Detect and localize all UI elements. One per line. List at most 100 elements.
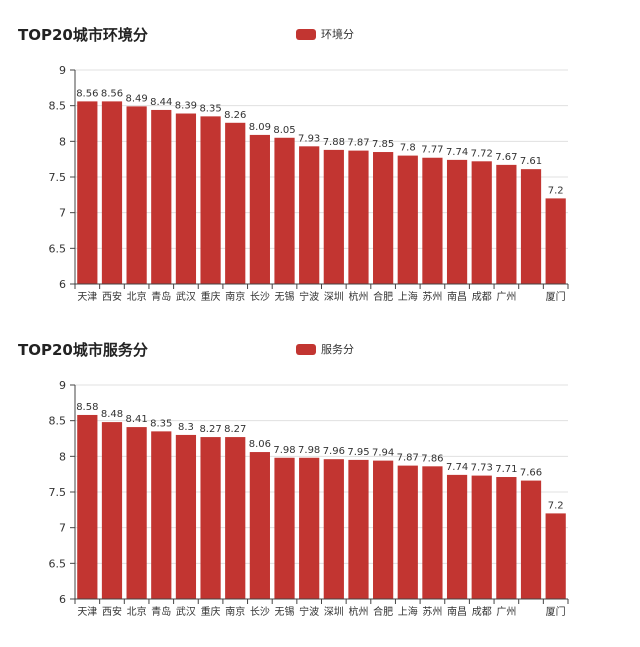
data-label: 8.41 (125, 414, 147, 425)
y-tick-label: 6.5 (49, 557, 67, 570)
y-tick-label: 7.5 (49, 171, 67, 184)
bar (299, 457, 320, 599)
data-label: 7.74 (446, 462, 468, 473)
data-label: 7.67 (495, 152, 517, 163)
x-tick-label: 南京 (225, 605, 245, 618)
x-tick-label: 重庆 (201, 605, 221, 618)
x-tick-label: 西安 (102, 290, 122, 303)
bar (77, 101, 98, 285)
data-label: 7.66 (520, 468, 542, 479)
data-label: 8.26 (224, 110, 246, 121)
data-labels: 8.588.48 8.41 8.35 8.3 8.27 8.278.067.98 7.98 7… (76, 402, 563, 511)
legend-swatch (296, 343, 316, 355)
data-label: 7.88 (323, 137, 345, 148)
x-tick-label: 天津 (77, 606, 97, 618)
data-label: 8.27 (199, 424, 221, 435)
y-tick-label: 9 (59, 379, 66, 392)
y-tick-label: 9 (59, 64, 66, 77)
data-label: 7.87 (347, 138, 369, 149)
x-tick-label: 厦门 (546, 290, 566, 303)
data-label: 7.74 (446, 147, 468, 158)
bar (101, 422, 123, 599)
x-tick-label: 杭州 (348, 605, 368, 618)
bar (274, 137, 295, 284)
chart-legend[interactable]: 服务分 (296, 341, 354, 357)
data-label: 7.73 (471, 463, 493, 474)
data-label: 7.2 (548, 185, 564, 196)
bar (249, 452, 270, 599)
chart-legend[interactable]: 环境分 (296, 26, 354, 42)
x-tick-label: 北京 (127, 605, 147, 618)
data-label: 7.77 (421, 145, 443, 156)
data-label: 8.56 (76, 88, 98, 99)
x-tick-label: 成都 (472, 606, 492, 618)
chart-title: TOP20城市服务分 (18, 341, 148, 359)
y-tick-label: 8.5 (49, 100, 67, 113)
bar (126, 106, 147, 284)
data-label: 7.98 (298, 445, 320, 456)
bar (446, 159, 468, 284)
x-tick-label: 北京 (127, 290, 147, 303)
bar (225, 437, 246, 599)
data-label: 8.49 (125, 93, 147, 104)
bar (496, 477, 517, 599)
x-axis: 天津 西安 北京 青岛 武汉 重庆 南京 长沙 无锡 宁波 深圳 杭州 合肥 上海 苏州 南昌 成都 广州 厦门 (74, 283, 569, 303)
x-tick-label: 天津 (77, 291, 97, 303)
data-label: 8.56 (101, 88, 123, 99)
data-labels: 8.56 8.56 8.49 8.44 8.39 8.358.268.09 8.057.93… (76, 88, 563, 196)
x-tick-label: 长沙 (250, 606, 270, 618)
bar (299, 146, 320, 284)
data-label: 8.09 (249, 122, 271, 133)
bar (249, 134, 270, 284)
bar (151, 109, 172, 285)
x-tick-label: 青岛 (151, 290, 171, 303)
x-tick-label: 无锡 (275, 290, 295, 303)
bar (225, 122, 246, 284)
y-tick-label: 6 (59, 593, 66, 606)
data-label: 7.2 (548, 500, 564, 511)
bar (373, 460, 394, 599)
grid-lines (75, 384, 568, 600)
y-tick-label: 8 (59, 135, 66, 148)
bar (422, 466, 443, 599)
x-tick-label: 合肥 (373, 605, 393, 618)
data-label: 7.95 (347, 447, 369, 458)
y-tick-label: 6.5 (49, 242, 67, 255)
x-tick-label: 深圳 (324, 291, 344, 303)
legend-swatch (296, 28, 316, 40)
chart-plot: 6 6.5 7 7.5 8 8.5 9 8.588.48 8.41 8.35 8.3 8.27 8.27… (49, 379, 569, 618)
x-tick-label: 宁波 (299, 290, 319, 303)
x-tick-label: 厦门 (546, 605, 566, 618)
bar (200, 437, 221, 599)
x-tick-label: 南昌 (447, 605, 467, 618)
y-tick-label: 7 (59, 522, 66, 535)
data-label: 7.72 (471, 148, 493, 159)
x-tick-label: 西安 (102, 605, 122, 618)
x-tick-label: 苏州 (422, 605, 442, 618)
service-score-chart: TOP20城市服务分 服务分 6 6.5 7 7.5 8 8.5 9 8.58 8.48 8.41… (0, 327, 640, 637)
legend-label: 服务分 (321, 343, 354, 356)
x-tick-label: 南京 (225, 290, 245, 303)
bar (397, 465, 418, 599)
bar (545, 513, 566, 599)
data-label: 7.98 (273, 445, 295, 456)
data-label: 8.27 (224, 424, 246, 435)
y-axis: 6 6.5 7 7.5 8 8.5 9 (49, 379, 76, 606)
chart-plot: 66.577.588.598.56 8.56 8.49 8.44 8.39 8.358.2… (49, 64, 569, 303)
bar-series (77, 101, 566, 285)
data-label: 7.61 (520, 156, 542, 167)
data-label: 7.85 (372, 139, 394, 150)
bar (348, 459, 369, 599)
x-tick-label: 广州 (496, 291, 516, 303)
x-tick-label: 广州 (496, 606, 516, 618)
bar (373, 152, 394, 284)
bar (348, 150, 369, 284)
data-label: 8.35 (199, 103, 221, 114)
bar (422, 157, 443, 284)
bar (397, 155, 418, 284)
data-label: 8.48 (101, 409, 123, 420)
x-tick-label: 杭州 (348, 290, 368, 303)
bar (471, 475, 492, 599)
x-tick-label: 上海 (398, 605, 418, 618)
y-tick-label: 7 (59, 207, 66, 220)
